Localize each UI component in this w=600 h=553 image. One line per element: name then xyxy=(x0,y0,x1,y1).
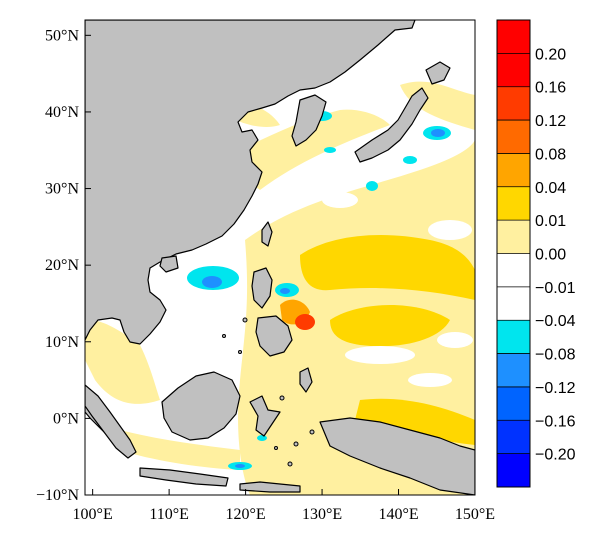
colorbar-level-label: 0.16 xyxy=(535,80,566,97)
small-islands xyxy=(222,317,315,467)
colorbar-level-label: 0.01 xyxy=(535,213,566,230)
colorbar-bin xyxy=(497,53,530,87)
lat-tick-label: 30°N xyxy=(45,181,79,198)
colorbar-bin xyxy=(497,320,530,354)
colorbar-bin xyxy=(497,186,530,221)
colorbar-bin xyxy=(497,20,530,54)
lat-tick-label: −10°N xyxy=(36,487,79,504)
colorbar-level-label: −0.20 xyxy=(535,447,576,464)
colorbar-bin xyxy=(497,253,530,287)
colorbar-level-label: −0.08 xyxy=(535,347,576,364)
colorbar-level-label: −0.12 xyxy=(535,380,576,397)
map-plot-area xyxy=(85,20,475,495)
colorbar-level-label: −0.04 xyxy=(535,313,576,330)
lat-tick-label: 50°N xyxy=(45,27,79,44)
lesser-sunda xyxy=(239,481,301,493)
colorbar-bin xyxy=(497,353,530,387)
lat-tick-label: 20°N xyxy=(45,257,79,274)
hainan xyxy=(159,255,179,273)
land-masses xyxy=(85,20,475,495)
borneo xyxy=(161,371,241,441)
colorbar-level-label: 0.20 xyxy=(535,46,566,63)
latitude-axis: −10°N 0°N 10°N 20°N 30°N 40°N 50°N xyxy=(36,27,91,504)
taiwan xyxy=(261,221,273,247)
colorbar-level-label: 0.12 xyxy=(535,113,566,130)
lat-tick-label: 40°N xyxy=(45,104,79,121)
sumatra xyxy=(85,384,137,459)
visayas-mindanao xyxy=(255,315,293,357)
lat-tick-label: 10°N xyxy=(45,334,79,351)
colorbar-bin xyxy=(497,453,530,487)
hokkaido xyxy=(425,61,451,85)
halmahera xyxy=(299,367,313,393)
colorbar-level-label: 0.08 xyxy=(535,146,566,163)
colorbar-bin xyxy=(497,86,530,121)
lon-tick-label: 110°E xyxy=(149,506,189,523)
new-guinea xyxy=(319,417,475,495)
korean-peninsula xyxy=(291,94,327,147)
lon-tick-label: 120°E xyxy=(226,506,266,523)
lon-tick-label: 150°E xyxy=(455,506,495,523)
negative-anomaly-patches xyxy=(187,111,451,470)
colorbar-level-label: −0.16 xyxy=(535,413,576,430)
lon-tick-label: 140°E xyxy=(378,506,418,523)
java xyxy=(139,467,229,487)
longitude-axis: 100°E 110°E 120°E 130°E 140°E 150°E xyxy=(73,489,495,523)
map-frame xyxy=(84,19,476,496)
lat-tick-label: 0°N xyxy=(53,410,79,427)
colorbar: 0.20 0.16 0.12 0.08 0.04 0.01 0.00 −0.01 −0.04 −0… xyxy=(496,19,576,488)
colorbar-level-label: −0.01 xyxy=(535,280,576,297)
colorbar-level-label: 0.04 xyxy=(535,180,566,197)
luzon xyxy=(251,267,273,309)
sulawesi xyxy=(249,395,281,437)
colorbar-bin xyxy=(497,420,530,454)
lon-tick-label: 130°E xyxy=(302,506,342,523)
colorbar-bin xyxy=(497,220,530,254)
positive-anomaly-field xyxy=(85,81,475,495)
lon-tick-label: 100°E xyxy=(73,506,113,523)
japan xyxy=(354,87,429,163)
asian-mainland xyxy=(85,20,416,345)
colorbar-bin xyxy=(497,153,530,187)
colorbar-bin xyxy=(497,386,530,421)
colorbar-bin xyxy=(497,120,530,154)
colorbar-level-label: 0.00 xyxy=(535,247,566,264)
colorbar-bin xyxy=(497,286,530,321)
neutral-anomaly-patches xyxy=(322,192,473,387)
